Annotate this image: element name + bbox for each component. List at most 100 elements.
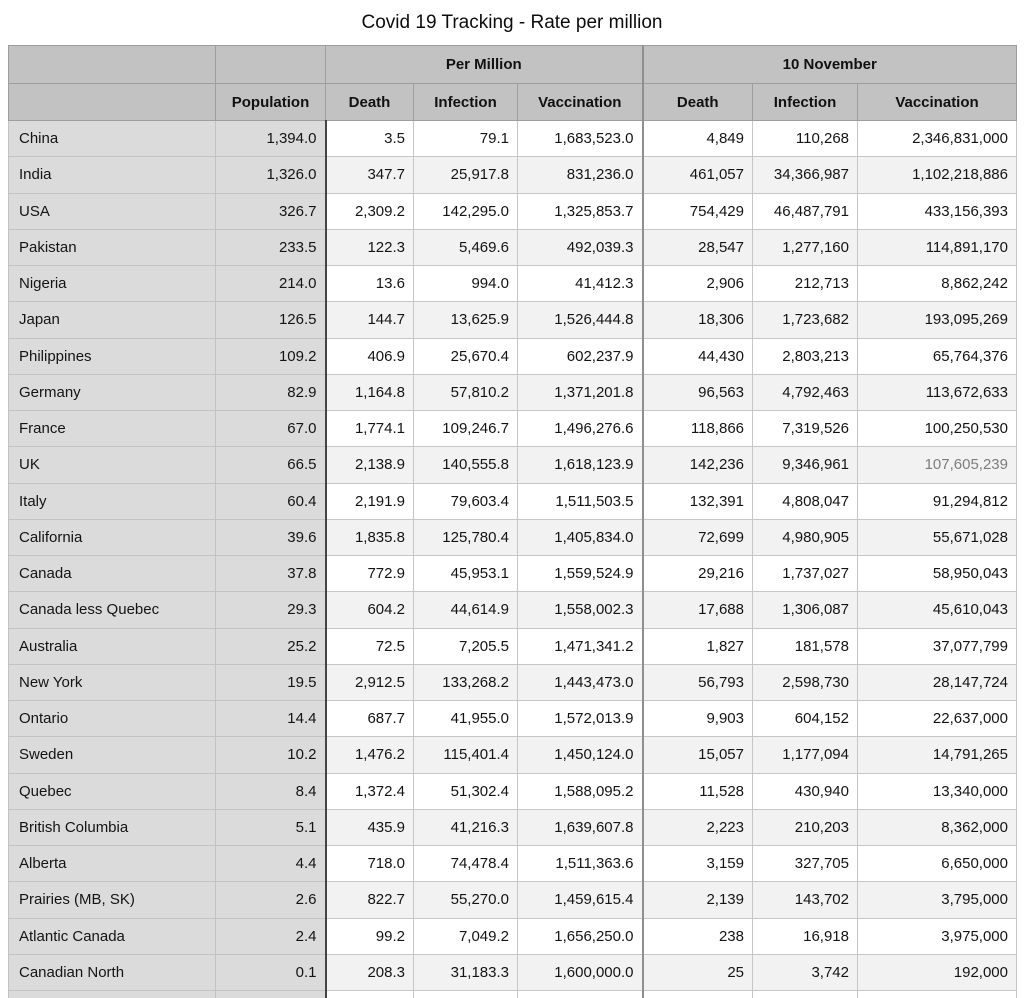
table-body: China 1,394.0 3.5 79.1 1,683,523.0 4,849… xyxy=(8,119,1017,998)
cell-population: 25.2 xyxy=(215,627,327,665)
cell-nov-vaccination: 91,294,812 xyxy=(857,482,1017,520)
cell-population: 5.1 xyxy=(215,808,327,847)
cell-pm-infection: 7,049.2 xyxy=(413,917,518,955)
cell-pm-death: 122.3 xyxy=(325,228,414,267)
cell-nov-infection: 4,808,047 xyxy=(752,482,858,520)
partial-next-row xyxy=(8,989,1017,998)
cell-population: 14.4 xyxy=(215,699,327,738)
cell-population: 39.6 xyxy=(215,518,327,557)
table-row: Italy 60.4 2,191.9 79,603.4 1,511,503.5 … xyxy=(8,482,1017,520)
table-row: UK 66.5 2,138.9 140,555.8 1,618,123.9 14… xyxy=(8,446,1017,484)
cell-nov-infection: 210,203 xyxy=(752,808,858,847)
cell-nov-death: 3,159 xyxy=(641,844,753,883)
cell-pm-death: 718.0 xyxy=(325,844,414,883)
cell-nov-death: 118,866 xyxy=(641,409,753,448)
cell-population: 233.5 xyxy=(215,228,327,267)
cell-nov-infection: 46,487,791 xyxy=(752,192,858,230)
cell-nov-vaccination: 3,795,000 xyxy=(857,881,1017,919)
cell-pm-vaccination: 1,588,095.2 xyxy=(517,772,643,810)
col-header-nov-vaccination: Vaccination xyxy=(857,83,1017,121)
cell-nov-infection: 3,742 xyxy=(752,953,858,992)
cell-nov-vaccination: 107,605,239 xyxy=(857,446,1017,484)
cell-pm-death: 2,191.9 xyxy=(325,482,414,520)
cell-nov-infection: 212,713 xyxy=(752,264,858,303)
cell-pm-infection: 74,478.4 xyxy=(413,844,518,883)
cell-pm-infection: 79.1 xyxy=(413,119,518,158)
group-header-per-million: Per Million xyxy=(325,45,643,84)
table-row: New York 19.5 2,912.5 133,268.2 1,443,47… xyxy=(8,663,1017,702)
cell-pm-infection: 31,183.3 xyxy=(413,953,518,992)
cell-nov-death: 142,236 xyxy=(641,446,753,484)
cell-pm-infection: 57,810.2 xyxy=(413,373,518,412)
row-label: Canada xyxy=(8,554,216,593)
cell-nov-death: 28,547 xyxy=(641,228,753,267)
cell-nov-death: 96,563 xyxy=(641,373,753,412)
cell-pm-vaccination: 1,511,363.6 xyxy=(517,844,643,883)
cell-nov-vaccination: 433,156,393 xyxy=(857,192,1017,230)
cell-population: 1,394.0 xyxy=(215,119,327,158)
col-header-nov-infection: Infection xyxy=(752,83,858,121)
cell-pm-vaccination: 492,039.3 xyxy=(517,228,643,267)
row-label: Japan xyxy=(8,301,216,339)
row-label: USA xyxy=(8,192,216,230)
table-row: Canada 37.8 772.9 45,953.1 1,559,524.9 2… xyxy=(8,554,1017,593)
row-label: China xyxy=(8,119,216,158)
cell-pm-death: 208.3 xyxy=(325,953,414,992)
row-label: France xyxy=(8,409,216,448)
table-row: Canadian North 0.1 208.3 31,183.3 1,600,… xyxy=(8,953,1017,992)
cell-population: 60.4 xyxy=(215,482,327,520)
col-header-pm-death: Death xyxy=(325,83,414,121)
cell-nov-vaccination: 6,650,000 xyxy=(857,844,1017,883)
cell-pm-infection: 7,205.5 xyxy=(413,627,518,665)
cell-pm-vaccination: 1,639,607.8 xyxy=(517,808,643,847)
row-label: Nigeria xyxy=(8,264,216,303)
cell-nov-infection: 1,723,682 xyxy=(752,301,858,339)
cell-nov-death: 44,430 xyxy=(641,337,753,375)
row-label: California xyxy=(8,518,216,557)
cell-population: 82.9 xyxy=(215,373,327,412)
row-label: Sweden xyxy=(8,736,216,774)
cell-nov-infection: 1,306,087 xyxy=(752,591,858,629)
cell-pm-vaccination: 1,371,201.8 xyxy=(517,373,643,412)
cell-population: 67.0 xyxy=(215,409,327,448)
cell-pm-death: 406.9 xyxy=(325,337,414,375)
cell-nov-vaccination: 14,791,265 xyxy=(857,736,1017,774)
cell-nov-death: 2,139 xyxy=(641,881,753,919)
cell-nov-vaccination: 113,672,633 xyxy=(857,373,1017,412)
cell-pm-vaccination: 1,443,473.0 xyxy=(517,663,643,702)
cell-pm-death: 1,372.4 xyxy=(325,772,414,810)
cell-nov-death: 56,793 xyxy=(641,663,753,702)
cell-nov-vaccination: 100,250,530 xyxy=(857,409,1017,448)
cell-pm-death: 13.6 xyxy=(325,264,414,303)
cell-pm-infection: 41,955.0 xyxy=(413,699,518,738)
cell-pm-death: 3.5 xyxy=(325,119,414,158)
group-header-row: Per Million 10 November xyxy=(8,45,1017,84)
cell-nov-death: 754,429 xyxy=(641,192,753,230)
cell-pm-vaccination: 1,683,523.0 xyxy=(517,119,643,158)
cell-pm-vaccination: 1,618,123.9 xyxy=(517,446,643,484)
cell-pm-infection: 55,270.0 xyxy=(413,881,518,919)
cell-nov-vaccination: 8,862,242 xyxy=(857,264,1017,303)
cell-pm-death: 604.2 xyxy=(325,591,414,629)
cell-pm-death: 2,309.2 xyxy=(325,192,414,230)
cell-nov-infection: 143,702 xyxy=(752,881,858,919)
table-row: Canada less Quebec 29.3 604.2 44,614.9 1… xyxy=(8,591,1017,629)
cell-pm-infection: 125,780.4 xyxy=(413,518,518,557)
cell-nov-death: 29,216 xyxy=(641,554,753,593)
cell-pm-infection: 5,469.6 xyxy=(413,228,518,267)
covid-tracking-table: Per Million 10 November Population Death… xyxy=(8,45,1017,998)
row-label: Ontario xyxy=(8,699,216,738)
cell-pm-infection: 115,401.4 xyxy=(413,736,518,774)
cell-pm-death: 144.7 xyxy=(325,301,414,339)
table-row: Atlantic Canada 2.4 99.2 7,049.2 1,656,2… xyxy=(8,917,1017,955)
cell-nov-infection: 9,346,961 xyxy=(752,446,858,484)
cell-pm-death: 687.7 xyxy=(325,699,414,738)
cell-pm-vaccination: 1,405,834.0 xyxy=(517,518,643,557)
cell-pm-death: 435.9 xyxy=(325,808,414,847)
row-label: Prairies (MB, SK) xyxy=(8,881,216,919)
cell-nov-vaccination: 8,362,000 xyxy=(857,808,1017,847)
row-label: India xyxy=(8,156,216,194)
cell-pm-death: 1,164.8 xyxy=(325,373,414,412)
cell-pm-infection: 142,295.0 xyxy=(413,192,518,230)
cell-nov-infection: 430,940 xyxy=(752,772,858,810)
